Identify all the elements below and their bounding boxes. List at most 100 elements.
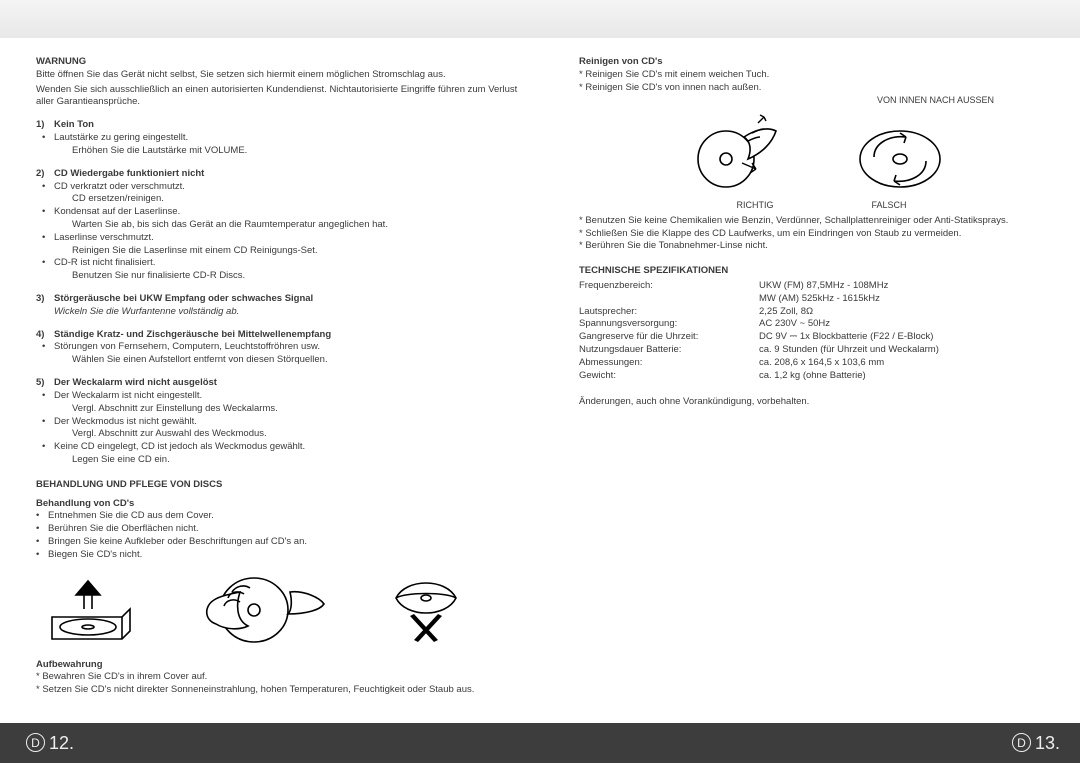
item-bullets: Der Weckalarm ist nicht eingestellt.Verg… xyxy=(36,390,521,467)
bullet-subtext: Benutzen Sie nur finalisierte CD-R Discs… xyxy=(54,270,521,283)
item-bullets: Störungen von Fernsehern, Computern, Leu… xyxy=(36,341,521,367)
spec-heading: TECHNISCHE SPEZIFIKATIONEN xyxy=(579,265,1064,278)
warning-title: WARNUNG xyxy=(36,56,521,69)
bullet-item: CD-R ist nicht finalisiert. xyxy=(54,257,521,270)
spec-label xyxy=(579,293,759,306)
spec-label: Frequenzbereich: xyxy=(579,280,759,293)
bullet-subtext: Legen Sie eine CD ein. xyxy=(54,454,521,467)
spec-value: UKW (FM) 87,5MHz - 108MHz xyxy=(759,280,1064,293)
footer: D 12. D 13. xyxy=(0,723,1080,763)
spec-row: Lautsprecher:2,25 Zoll, 8Ω xyxy=(579,306,1064,319)
storage-bullets: Bewahren Sie CD's in ihrem Cover auf.Set… xyxy=(36,671,521,697)
spec-value: MW (AM) 525kHz - 1615kHz xyxy=(759,293,1064,306)
clean-heading: Reinigen von CD's xyxy=(579,56,1064,69)
spec-label: Nutzungsdauer Batterie: xyxy=(579,344,759,357)
spec-label: Abmessungen: xyxy=(579,357,759,370)
page-num-left: 12. xyxy=(49,731,74,755)
bullet-item: Der Weckmodus ist nicht gewählt. xyxy=(54,416,521,429)
warning-p2: Wenden Sie sich ausschließlich an einen … xyxy=(36,84,521,110)
spec-value: ca. 1,2 kg (ohne Batterie) xyxy=(759,370,1064,383)
spec-label: Gewicht: xyxy=(579,370,759,383)
item-number: 1) xyxy=(36,119,48,132)
page-num-right: 13. xyxy=(1035,731,1060,755)
caption-wrong: FALSCH xyxy=(871,199,906,211)
clean-note: Schließen Sie die Klappe des CD Laufwerk… xyxy=(579,228,1064,241)
page-left: D 12. xyxy=(26,731,74,755)
spec-label: Gangreserve für die Uhrzeit: xyxy=(579,331,759,344)
left-column: WARNUNG Bitte öffnen Sie das Gerät nicht… xyxy=(36,52,521,697)
bullet-subtext: Wählen Sie einen Aufstellort entfernt vo… xyxy=(54,354,521,367)
item-title: Störgeräusche bei UKW Empfang oder schwa… xyxy=(54,293,313,306)
bullet-item: Kondensat auf der Laserlinse. xyxy=(54,206,521,219)
item-title: CD Wiedergabe funktioniert nicht xyxy=(54,168,204,181)
bullet-item: Der Weckalarm ist nicht eingestellt. xyxy=(54,390,521,403)
spec-row: Gewicht:ca. 1,2 kg (ohne Batterie) xyxy=(579,370,1064,383)
item-subtext: Wickeln Sie die Wurfantenne vollständig … xyxy=(36,306,521,319)
no-bend-icon xyxy=(386,570,466,645)
wipe-correct-icon xyxy=(694,113,794,193)
caption-correct: RICHTIG xyxy=(736,199,773,211)
storage-heading: Aufbewahrung xyxy=(36,659,521,672)
badge-d-left: D xyxy=(26,733,45,752)
bullet-item: Lautstärke zu gering eingestellt. xyxy=(54,132,521,145)
caption-top: VON INNEN NACH AUSSEN xyxy=(579,94,1064,106)
badge-d-right: D xyxy=(1012,733,1031,752)
spec-value: 2,25 Zoll, 8Ω xyxy=(759,306,1064,319)
discs-heading-2: Behandlung von CD's xyxy=(36,498,521,511)
disc-bullet: Bringen Sie keine Aufkleber oder Beschri… xyxy=(36,536,521,549)
disc-bullet: Biegen Sie CD's nicht. xyxy=(36,549,521,562)
clean-bullet: Reinigen Sie CD's von innen nach außen. xyxy=(579,82,1064,95)
discs-bullets: Entnehmen Sie die CD aus dem Cover.Berüh… xyxy=(36,510,521,561)
item-number: 4) xyxy=(36,329,48,342)
bullet-item: CD verkratzt oder verschmutzt. xyxy=(54,181,521,194)
item-number: 5) xyxy=(36,377,48,390)
clean-bullets: Reinigen Sie CD's mit einem weichen Tuch… xyxy=(579,69,1064,95)
disclaimer: Änderungen, auch ohne Vorankündigung, vo… xyxy=(579,396,1064,409)
troubleshoot-item: 4) Ständige Kratz- und Zischgeräusche bei… xyxy=(36,329,521,367)
bullet-item: Störungen von Fernsehern, Computern, Leu… xyxy=(54,341,521,354)
item-bullets: CD verkratzt oder verschmutzt.CD ersetze… xyxy=(36,181,521,284)
item-title: Der Weckalarm wird nicht ausgelöst xyxy=(54,377,217,390)
clean-note: Berühren Sie die Tonabnehmer-Linse nicht… xyxy=(579,240,1064,253)
warning-p1: Bitte öffnen Sie das Gerät nicht selbst,… xyxy=(36,69,521,82)
item-number: 3) xyxy=(36,293,48,306)
bullet-subtext: Vergl. Abschnitt zur Auswahl des Weckmod… xyxy=(54,428,521,441)
remove-from-cover-icon xyxy=(46,575,136,645)
header-band xyxy=(0,0,1080,38)
bullet-item: Laserlinse verschmutzt. xyxy=(54,232,521,245)
spec-value: AC 230V ~ 50Hz xyxy=(759,318,1064,331)
discs-heading-1: BEHANDLUNG UND PFLEGE VON DISCS xyxy=(36,479,521,492)
spec-row: Spannungsversorgung:AC 230V ~ 50Hz xyxy=(579,318,1064,331)
spec-row: Gangreserve für die Uhrzeit:DC 9V ⎓ 1x B… xyxy=(579,331,1064,344)
clean-note: Benutzen Sie keine Chemikalien wie Benzi… xyxy=(579,215,1064,228)
hold-disc-icon xyxy=(196,570,326,645)
caption-row: RICHTIG FALSCH xyxy=(579,199,1064,211)
item-bullets: Lautstärke zu gering eingestellt.Erhöhen… xyxy=(36,132,521,158)
storage-bullet: Setzen Sie CD's nicht direkter Sonnenein… xyxy=(36,684,521,697)
troubleshoot-list: 1) Kein TonLautstärke zu gering eingestel… xyxy=(36,119,521,467)
storage-bullet: Bewahren Sie CD's in ihrem Cover auf. xyxy=(36,671,521,684)
clean-bullet: Reinigen Sie CD's mit einem weichen Tuch… xyxy=(579,69,1064,82)
bullet-item: Keine CD eingelegt, CD ist jedoch als We… xyxy=(54,441,521,454)
spec-row: Frequenzbereich:UKW (FM) 87,5MHz - 108MH… xyxy=(579,280,1064,293)
item-title: Ständige Kratz- und Zischgeräusche bei M… xyxy=(54,329,331,342)
clean-notes: Benutzen Sie keine Chemikalien wie Benzi… xyxy=(579,215,1064,253)
spec-table: Frequenzbereich:UKW (FM) 87,5MHz - 108MH… xyxy=(579,280,1064,383)
troubleshoot-item: 3) Störgeräusche bei UKW Empfang oder sch… xyxy=(36,293,521,319)
handling-illustrations xyxy=(36,562,521,653)
spec-row: Nutzungsdauer Batterie:ca. 9 Stunden (fü… xyxy=(579,344,1064,357)
spec-value: ca. 9 Stunden (für Uhrzeit und Weckalarm… xyxy=(759,344,1064,357)
bullet-subtext: Erhöhen Sie die Lautstärke mit VOLUME. xyxy=(54,145,521,158)
troubleshoot-item: 1) Kein TonLautstärke zu gering eingestel… xyxy=(36,119,521,157)
item-title: Kein Ton xyxy=(54,119,94,132)
bullet-subtext: Vergl. Abschnitt zur Einstellung des Wec… xyxy=(54,403,521,416)
bullet-subtext: Warten Sie ab, bis sich das Gerät an die… xyxy=(54,219,521,232)
page-right: D 13. xyxy=(1012,731,1060,755)
disc-bullet: Berühren Sie die Oberflächen nicht. xyxy=(36,523,521,536)
spec-row: MW (AM) 525kHz - 1615kHz xyxy=(579,293,1064,306)
right-column: Reinigen von CD's Reinigen Sie CD's mit … xyxy=(579,52,1064,697)
spec-label: Spannungsversorgung: xyxy=(579,318,759,331)
cleaning-illustrations xyxy=(579,109,1064,197)
troubleshoot-item: 2)CD Wiedergabe funktioniert nichtCD ver… xyxy=(36,168,521,283)
bullet-subtext: CD ersetzen/reinigen. xyxy=(54,193,521,206)
